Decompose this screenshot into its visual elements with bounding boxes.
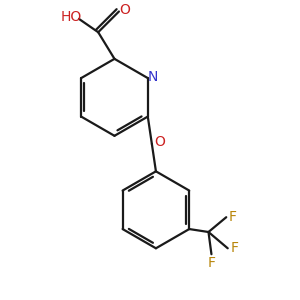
Text: O: O bbox=[119, 3, 130, 17]
Text: F: F bbox=[230, 241, 238, 255]
Text: F: F bbox=[207, 256, 215, 270]
Text: O: O bbox=[154, 136, 165, 149]
Text: N: N bbox=[148, 70, 158, 84]
Text: HO: HO bbox=[61, 11, 82, 24]
Text: F: F bbox=[229, 210, 237, 224]
